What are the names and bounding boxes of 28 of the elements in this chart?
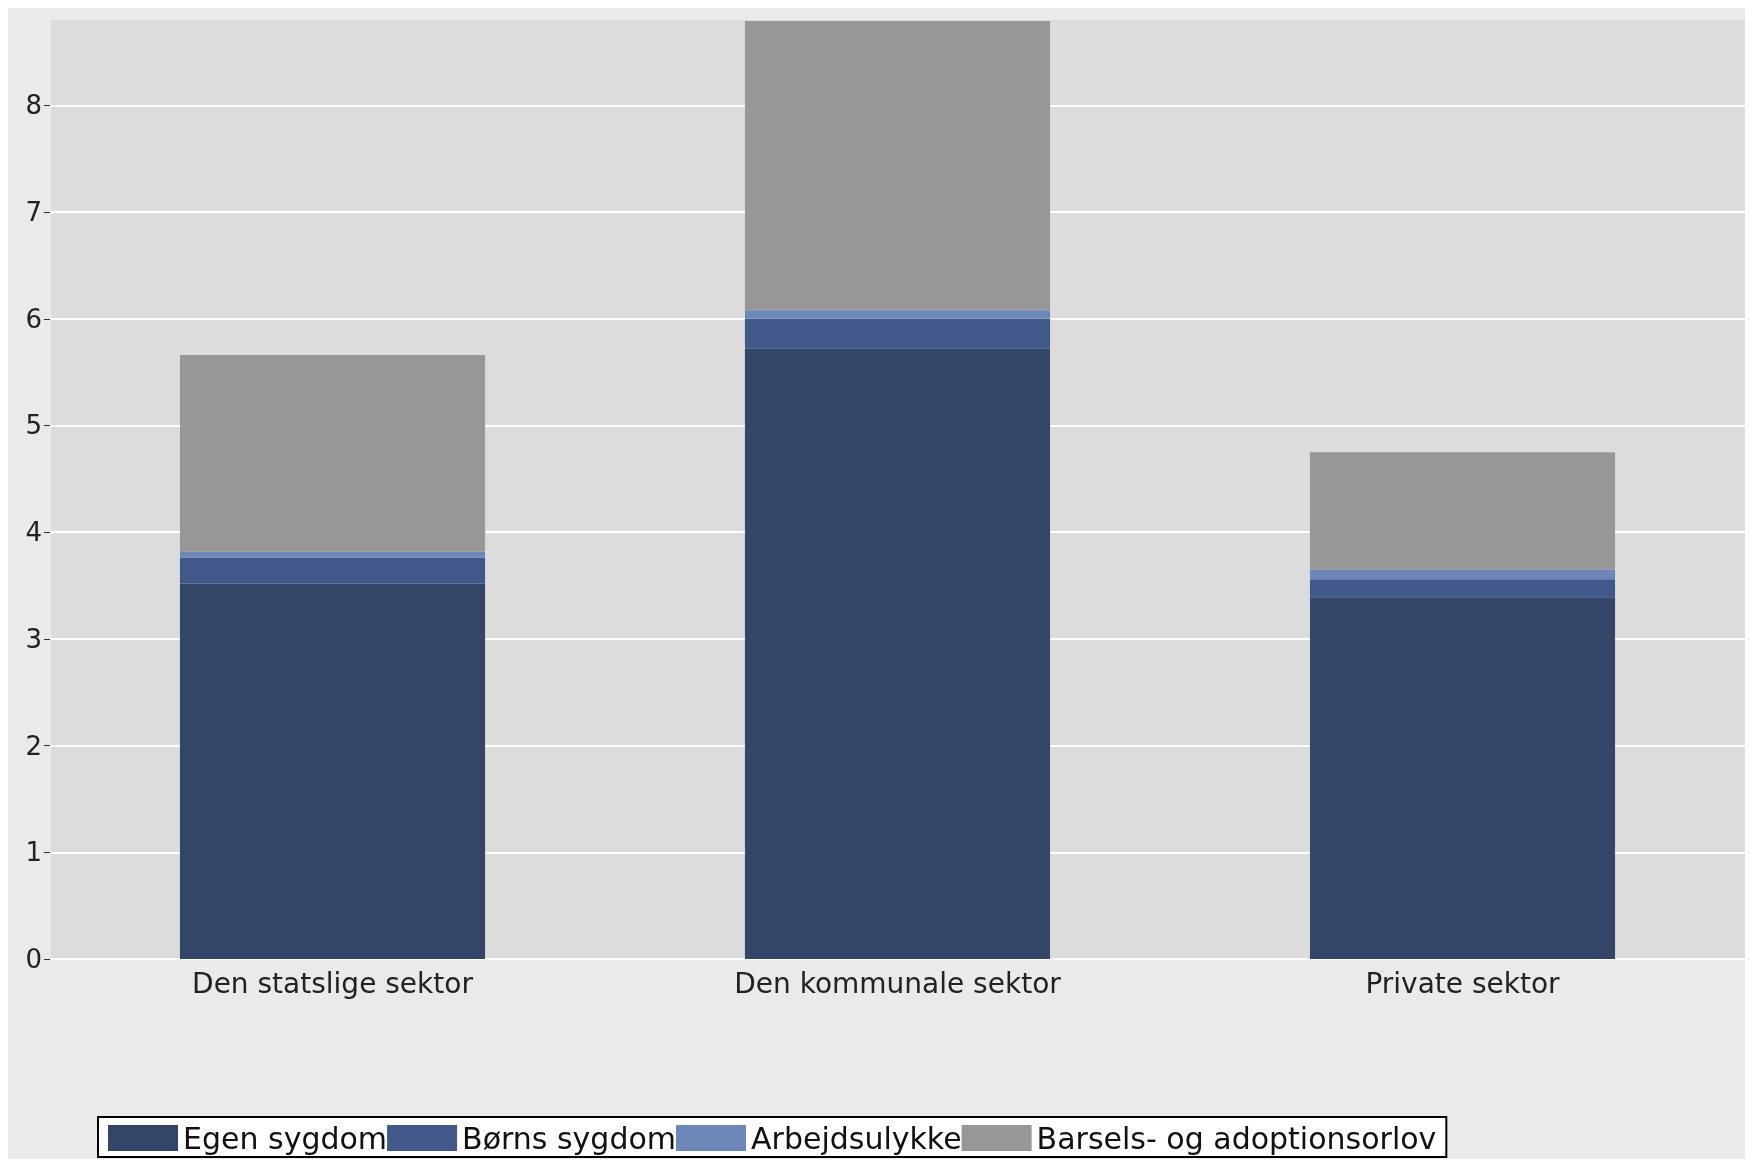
y-tick-label: 1	[25, 837, 42, 868]
y-tick-label: 0	[25, 944, 42, 974]
y-tick-label: 8	[25, 90, 42, 121]
bar	[1309, 597, 1616, 959]
y-tick-label: 7	[25, 197, 42, 228]
legend-label: Børns sygdom	[462, 1120, 677, 1156]
legend-label: Egen sygdom	[183, 1120, 388, 1156]
bar	[744, 348, 1051, 959]
bar	[744, 21, 1051, 311]
y-tick-label: 6	[25, 303, 42, 334]
y-tick-label: 3	[25, 623, 42, 654]
x-tick-label: Den statslige sektor	[192, 966, 474, 1000]
bar	[179, 551, 486, 558]
y-tick-label: 4	[25, 517, 42, 548]
bar	[744, 310, 1051, 319]
x-tick-label: Den kommunale sektor	[734, 966, 1062, 1000]
bar	[744, 318, 1051, 349]
bar	[1309, 569, 1616, 580]
bar	[179, 355, 486, 552]
x-tick-label: Private sektor	[1365, 966, 1561, 1000]
bar	[179, 583, 486, 959]
bar	[1309, 452, 1616, 570]
bar	[179, 557, 486, 584]
bar	[1309, 579, 1616, 598]
legend-label: Barsels- og adoptionsorlov	[1036, 1120, 1437, 1156]
legend-label: Arbejdsulykke	[751, 1120, 962, 1156]
y-tick-label: 5	[25, 410, 42, 441]
y-tick-label: 2	[25, 730, 42, 761]
